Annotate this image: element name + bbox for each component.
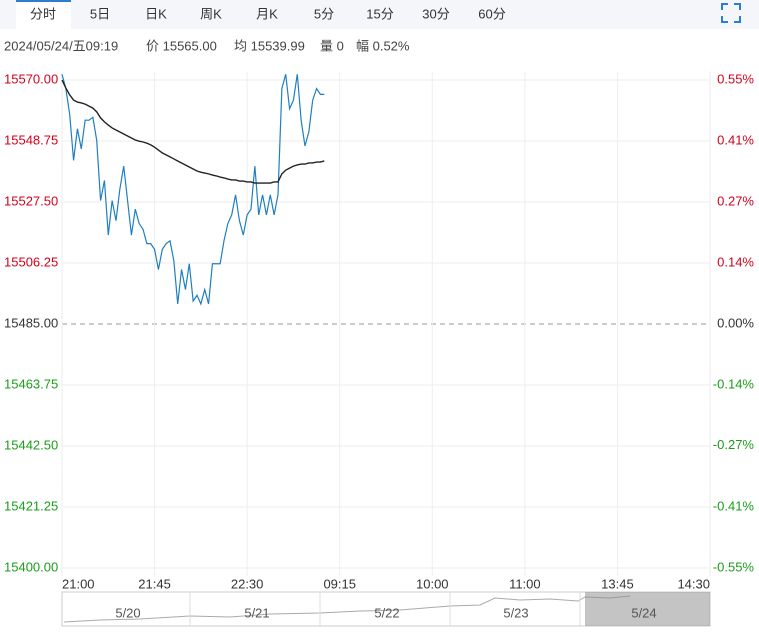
tab[interactable]: 5日: [90, 6, 110, 21]
active-tab-bg: [16, 0, 71, 29]
x-tick-label: 13:45: [601, 576, 634, 591]
tab[interactable]: 5分: [314, 6, 334, 21]
x-tick-label: 22:30: [231, 576, 264, 591]
y2-tick-label: 0.27%: [717, 194, 754, 209]
y2-tick-label: 0.41%: [717, 132, 754, 147]
info-text: 2024/05/24/五09:19: [4, 38, 118, 53]
y-tick-label: 15506.25: [4, 254, 58, 269]
info-text: 幅 0.52%: [356, 38, 410, 53]
tab[interactable]: 分时: [30, 6, 56, 21]
x-tick-label: 10:00: [416, 576, 449, 591]
y2-tick-label: -0.55%: [713, 559, 755, 574]
y-tick-label: 15485.00: [4, 315, 58, 330]
navigator-dividers: [189, 592, 581, 626]
tab[interactable]: 日K: [145, 6, 167, 21]
y-tick-label: 15463.75: [4, 376, 58, 391]
navigator-label: 5/23: [503, 605, 528, 620]
x-tick-label: 21:45: [138, 576, 171, 591]
y2-tick-label: -0.41%: [713, 499, 755, 514]
info-text: 价 15565.00: [146, 38, 217, 53]
info-text: 量 0: [320, 38, 344, 53]
active-tab-marker: [16, 0, 71, 2]
y-tick-label: 15442.50: [4, 437, 58, 452]
x-tick-label: 14:30: [677, 576, 710, 591]
x-tick-label: 11:00: [509, 576, 541, 591]
y-tick-label: 15548.75: [4, 132, 58, 147]
y2-tick-label: -0.14%: [713, 376, 755, 391]
series-line: [61, 79, 325, 184]
navigator-window[interactable]: [585, 592, 710, 626]
y2-tick-label: 0.55%: [717, 71, 754, 86]
navigator-label: 5/24: [631, 605, 656, 620]
y-tick-label: 15570.00: [4, 71, 58, 86]
y-tick-label: 15527.50: [4, 193, 58, 208]
tab[interactable]: 60分: [478, 6, 505, 21]
y-tick-label: 15421.25: [4, 498, 58, 513]
tab[interactable]: 15分: [366, 6, 393, 21]
navigator-label: 5/21: [244, 605, 269, 620]
y2-tick-label: 0.14%: [717, 255, 754, 270]
tab-bar: [0, 0, 759, 29]
y-tick-label: 15400.00: [4, 559, 58, 574]
info-text: 均 15539.99: [234, 38, 305, 53]
tab[interactable]: 月K: [256, 6, 278, 21]
navigator-line: [63, 595, 631, 623]
tab[interactable]: 30分: [422, 6, 449, 21]
y2-tick-label: -0.27%: [713, 437, 755, 452]
x-tick-label: 21:00: [62, 576, 95, 591]
x-tick-label: 09:15: [323, 576, 356, 591]
tab[interactable]: 周K: [200, 6, 222, 21]
fullscreen-icon[interactable]: [721, 3, 741, 23]
y2-tick-label: 0.00%: [717, 315, 754, 330]
navigator-label: 5/22: [374, 605, 399, 620]
navigator-label: 5/20: [115, 605, 140, 620]
series-line: [61, 74, 325, 306]
